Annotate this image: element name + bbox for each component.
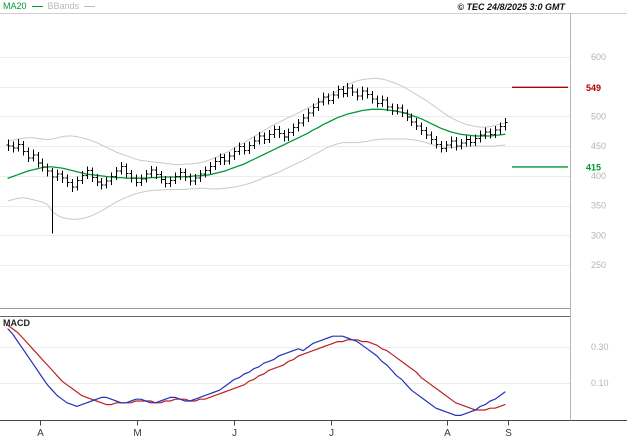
month-label: S bbox=[505, 428, 512, 439]
month-label: J bbox=[329, 428, 334, 439]
price-axis-label: 350 bbox=[591, 201, 606, 211]
macd-line bbox=[7, 328, 506, 416]
legend: MA20 BBands bbox=[3, 1, 96, 12]
bollinger-upper-line bbox=[7, 77, 506, 166]
bollinger-lower-line bbox=[7, 138, 506, 220]
price-axis-label: 450 bbox=[591, 141, 606, 151]
price-axis-label: 400 bbox=[591, 171, 606, 181]
ma20-line-sample bbox=[31, 6, 43, 7]
ma20-line bbox=[7, 108, 506, 179]
month-label: A bbox=[37, 428, 44, 439]
ohlc-bars bbox=[6, 83, 508, 234]
support-label-bg bbox=[583, 161, 613, 173]
macd-signal-line bbox=[7, 324, 506, 411]
legend-ma20-label: MA20 bbox=[3, 1, 27, 11]
support-label: 415 bbox=[586, 162, 601, 172]
price-axis-label: 250 bbox=[591, 260, 606, 270]
legend-bbands-label: BBands bbox=[47, 1, 80, 11]
price-axis-label: 500 bbox=[591, 111, 606, 121]
macd-panel-label: MACD bbox=[3, 318, 30, 328]
month-label: J bbox=[232, 428, 237, 439]
resistance-label-bg bbox=[583, 81, 613, 93]
bbands-line-sample bbox=[84, 6, 96, 7]
macd-axis-label: 0.10 bbox=[591, 378, 609, 388]
price-axis-label: 300 bbox=[591, 230, 606, 240]
price-axis-label: 600 bbox=[591, 52, 606, 62]
month-label: A bbox=[444, 428, 451, 439]
resistance-label: 549 bbox=[586, 83, 601, 93]
copyright-notice: © TEC 24/8/2025 3:0 GMT bbox=[457, 2, 565, 12]
month-label: M bbox=[133, 428, 141, 439]
macd-axis-label: 0.30 bbox=[591, 342, 609, 352]
